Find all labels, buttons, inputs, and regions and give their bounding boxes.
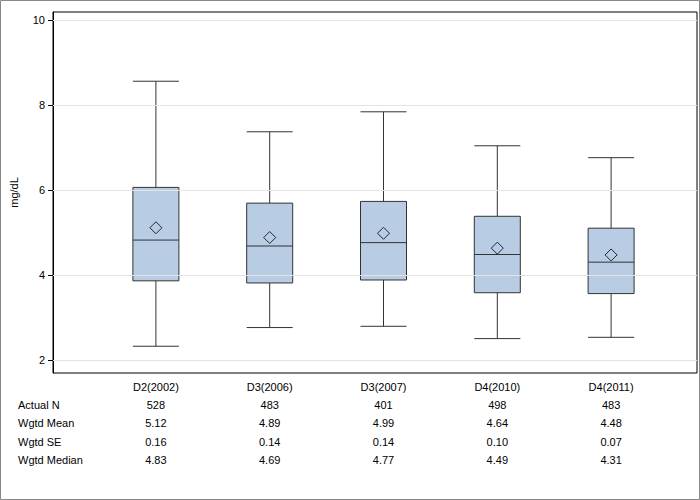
svg-text:5.12: 5.12	[145, 417, 166, 429]
svg-text:6: 6	[39, 184, 45, 196]
svg-text:10: 10	[33, 14, 45, 26]
svg-text:0.14: 0.14	[373, 436, 394, 448]
svg-text:D4(2011): D4(2011)	[589, 381, 634, 393]
svg-text:4.99: 4.99	[373, 417, 394, 429]
svg-text:401: 401	[374, 399, 392, 411]
svg-text:0.16: 0.16	[145, 436, 166, 448]
svg-text:0.07: 0.07	[600, 436, 621, 448]
svg-text:8: 8	[39, 99, 45, 111]
svg-text:4.48: 4.48	[600, 417, 621, 429]
svg-text:mg/dL: mg/dL	[8, 177, 20, 208]
svg-text:2: 2	[39, 354, 45, 366]
svg-text:483: 483	[602, 399, 620, 411]
svg-text:4.49: 4.49	[487, 454, 508, 466]
svg-text:528: 528	[147, 399, 165, 411]
svg-text:498: 498	[488, 399, 506, 411]
svg-text:4.77: 4.77	[373, 454, 394, 466]
svg-text:D2(2002): D2(2002)	[133, 381, 179, 393]
svg-text:Wgtd Median: Wgtd Median	[18, 454, 83, 466]
svg-text:4.69: 4.69	[259, 454, 280, 466]
svg-text:Actual N: Actual N	[18, 399, 60, 411]
svg-text:0.10: 0.10	[487, 436, 508, 448]
svg-text:Wgtd SE: Wgtd SE	[18, 436, 61, 448]
svg-text:4.89: 4.89	[259, 417, 280, 429]
svg-text:D4(2010): D4(2010)	[474, 381, 520, 393]
svg-text:4.31: 4.31	[600, 454, 621, 466]
svg-text:4: 4	[39, 269, 45, 281]
svg-text:Wgtd Mean: Wgtd Mean	[18, 417, 74, 429]
svg-text:4.83: 4.83	[145, 454, 166, 466]
svg-text:4.64: 4.64	[487, 417, 508, 429]
svg-text:483: 483	[261, 399, 279, 411]
svg-text:D3(2007): D3(2007)	[361, 381, 407, 393]
svg-text:0.14: 0.14	[259, 436, 280, 448]
svg-text:D3(2006): D3(2006)	[247, 381, 293, 393]
